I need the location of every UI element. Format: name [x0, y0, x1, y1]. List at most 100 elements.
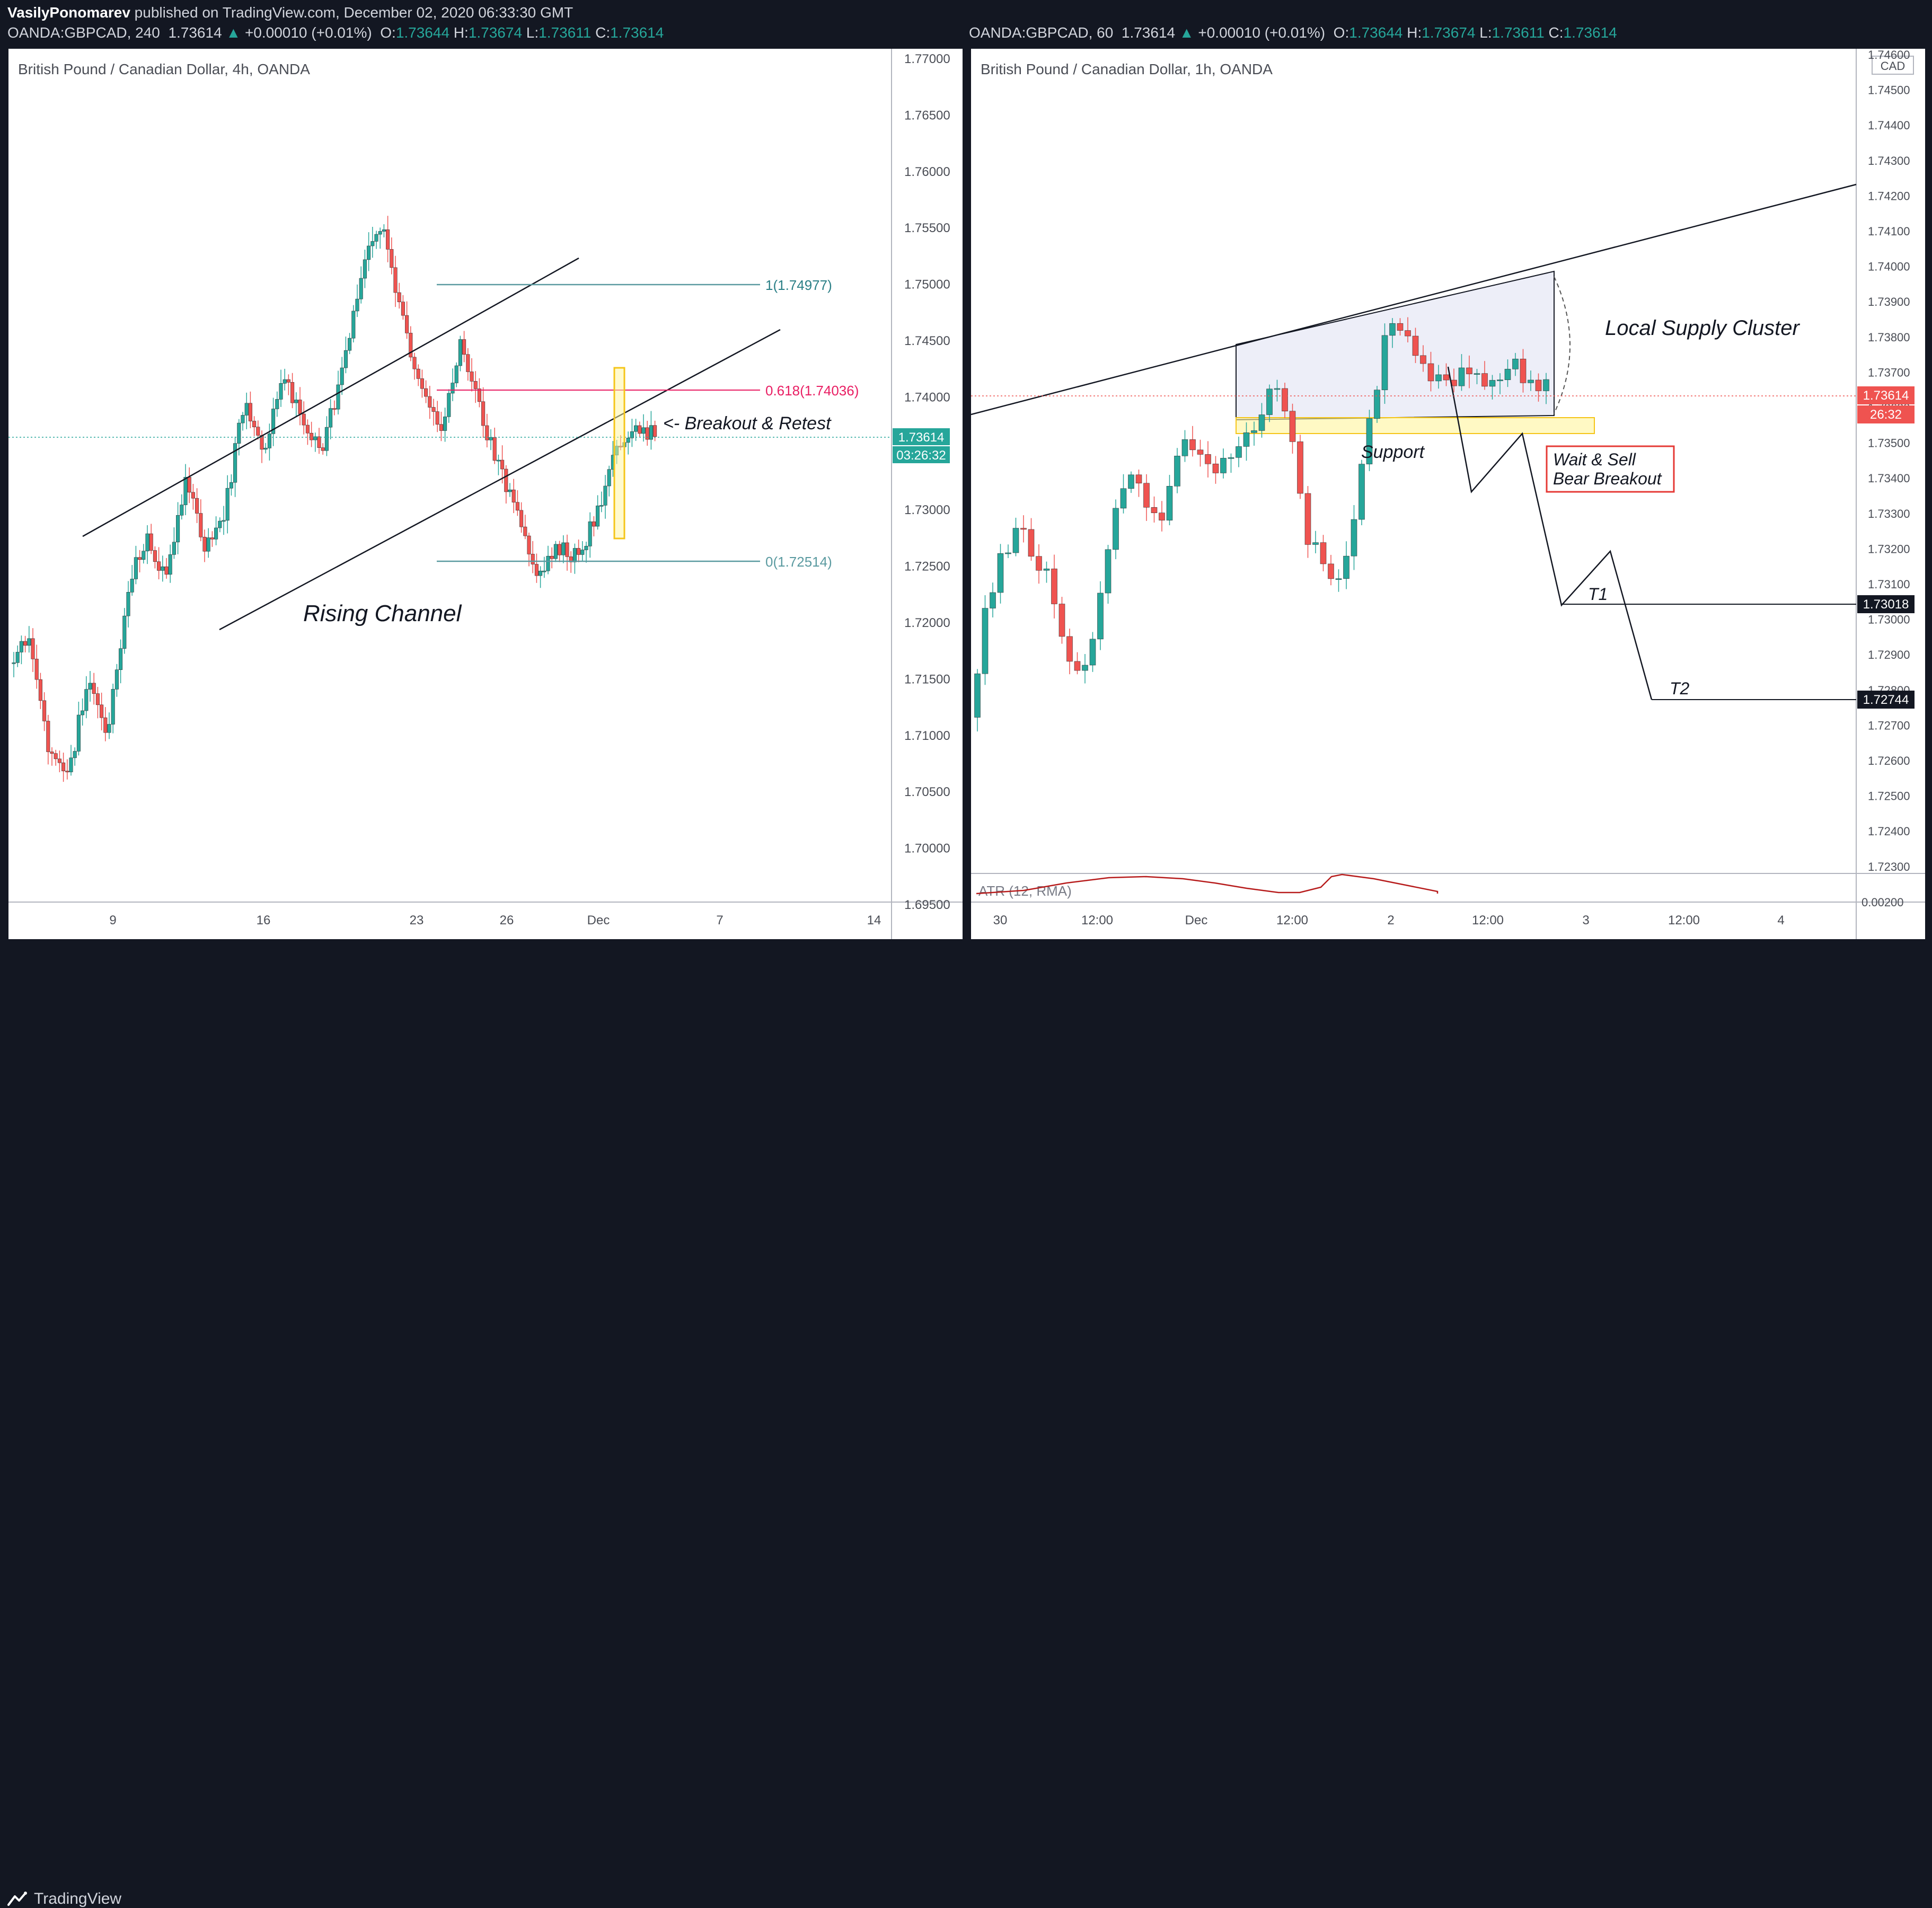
candle-body: [46, 721, 50, 752]
channel-upper-line[interactable]: [82, 257, 579, 537]
right-open: 1.73644: [1349, 24, 1403, 41]
candle-body: [202, 536, 207, 552]
tradingview-logo[interactable]: TradingView: [7, 1890, 121, 1908]
candle-body: [1335, 578, 1342, 580]
candle-body: [27, 638, 31, 646]
candle-body: [580, 550, 585, 555]
candle-body: [477, 388, 481, 402]
candle-body: [1005, 552, 1011, 554]
candle-body: [451, 383, 455, 394]
candle-body: [122, 615, 127, 649]
right-x-tick-label: 12:00: [1081, 913, 1113, 928]
candle-body: [1028, 529, 1035, 557]
candle-body: [313, 436, 317, 440]
currency-label-box[interactable]: [1872, 56, 1914, 75]
right-chart-panel[interactable]: British Pound / Canadian Dollar, 1h, OAN…: [971, 49, 1925, 939]
candle-body: [69, 757, 73, 772]
candle-body: [1205, 454, 1211, 464]
supply-trend-line[interactable]: [971, 183, 1857, 416]
candle-body: [1328, 563, 1334, 579]
candle-body: [515, 502, 519, 511]
candle-body: [638, 425, 642, 434]
right-y-axis[interactable]: 1.74600 1.74500 1.74400 1.74300 1.74200 1.741…: [1868, 49, 1910, 873]
breakout-highlight-box[interactable]: [613, 367, 625, 540]
candle-body: [279, 383, 283, 400]
candle-body: [542, 570, 546, 572]
right-y-tick-label: 1.74500: [1868, 84, 1910, 97]
supply-cluster-annotation: Local Supply Cluster: [1605, 316, 1801, 340]
candle-body: [1166, 485, 1173, 520]
left-price-tag: [893, 428, 950, 445]
author-name[interactable]: VasilyPonomarev: [7, 4, 130, 21]
wait-sell-line2: Bear Breakout: [1553, 469, 1662, 488]
candle-body: [1212, 463, 1219, 473]
left-symbol[interactable]: OANDA:GBPCAD, 240: [7, 24, 160, 41]
right-quote-line: OANDA:GBPCAD, 60 1.73614 ▲ +0.00010 (+0.…: [969, 24, 1617, 41]
left-chart-panel[interactable]: British Pound / Canadian Dollar, 4h, OAN…: [8, 49, 963, 939]
candle-body: [1320, 542, 1327, 564]
right-y-tick-label: 1.73200: [1868, 542, 1910, 555]
candle-body: [119, 648, 123, 670]
candle-body: [73, 751, 77, 758]
right-x-axis[interactable]: 30 12:00 Dec 12:00 2 12:00 3 12:00 4: [993, 913, 1785, 928]
candle-body: [1243, 432, 1250, 447]
candle-body: [1443, 374, 1450, 381]
tradingview-brand: TradingView: [34, 1890, 122, 1907]
right-y-tick-label: 1.73500: [1868, 437, 1910, 450]
candle-body: [256, 427, 260, 436]
candle-body: [454, 365, 458, 383]
candle-body: [1489, 380, 1496, 387]
candle-body: [1082, 665, 1088, 671]
wait-sell-box[interactable]: [1546, 445, 1675, 493]
candle-body: [302, 413, 306, 426]
support-zone[interactable]: [1236, 417, 1595, 434]
supply-cluster-box[interactable]: [1236, 270, 1555, 421]
candle-body: [1535, 379, 1542, 391]
left-x-axis[interactable]: 9 16 23 26 Dec 7 14: [109, 913, 881, 928]
right-x-tick-label: 12:00: [1472, 913, 1504, 928]
candle-body: [1458, 367, 1465, 386]
left-x-tick-label: 9: [109, 913, 116, 928]
right-y-tick-label: 1.74400: [1868, 119, 1910, 132]
right-y-tick-label: 1.72700: [1868, 719, 1910, 732]
candle-body: [81, 710, 85, 716]
candle-body: [1228, 457, 1234, 459]
left-countdown-tag: [893, 446, 950, 463]
candle-body: [416, 368, 420, 379]
left-x-tick-label: 14: [867, 913, 881, 928]
candle-body: [1474, 373, 1480, 375]
candle-body: [103, 717, 108, 733]
candle-body: [145, 533, 149, 552]
candle-body: [244, 403, 249, 416]
candle-body: [607, 469, 611, 487]
candle-body: [241, 415, 245, 423]
publish-date: published on TradingView.com, December 0…: [130, 4, 574, 21]
right-price-tag-text: 1.73614: [1863, 388, 1909, 403]
right-price-tag: [1857, 386, 1915, 404]
candle-body: [447, 393, 451, 417]
candle-body: [298, 400, 302, 414]
candle-body: [76, 714, 81, 752]
fib-level-0-label: 0(1.72514): [765, 554, 832, 570]
left-quote-line: OANDA:GBPCAD, 240 1.73614 ▲ +0.00010 (+0…: [7, 24, 664, 41]
t2-price-tag-text: 1.72744: [1863, 693, 1909, 707]
candle-body: [1066, 636, 1073, 662]
support-annotation: Support: [1361, 442, 1425, 462]
projection-path[interactable]: [1447, 366, 1653, 700]
right-y-tick-label: 1.73900: [1868, 295, 1910, 308]
candle-body: [634, 425, 638, 432]
candle-body: [57, 758, 61, 763]
right-symbol[interactable]: OANDA:GBPCAD, 60: [969, 24, 1114, 41]
channel-lower-line[interactable]: [219, 329, 781, 631]
candle-body: [481, 401, 486, 426]
t2-price-tag: [1857, 691, 1915, 709]
left-y-tick-label: 1.73000: [904, 503, 950, 517]
candle-body: [1135, 474, 1142, 484]
left-y-tick-label: 1.72500: [904, 560, 950, 574]
candle-body: [126, 592, 130, 616]
left-y-tick-label: 1.76000: [904, 165, 950, 179]
candle-body: [527, 535, 531, 554]
candle-body: [290, 382, 295, 403]
candle-body: [343, 350, 348, 368]
wait-sell-line1: Wait & Sell: [1553, 450, 1636, 469]
